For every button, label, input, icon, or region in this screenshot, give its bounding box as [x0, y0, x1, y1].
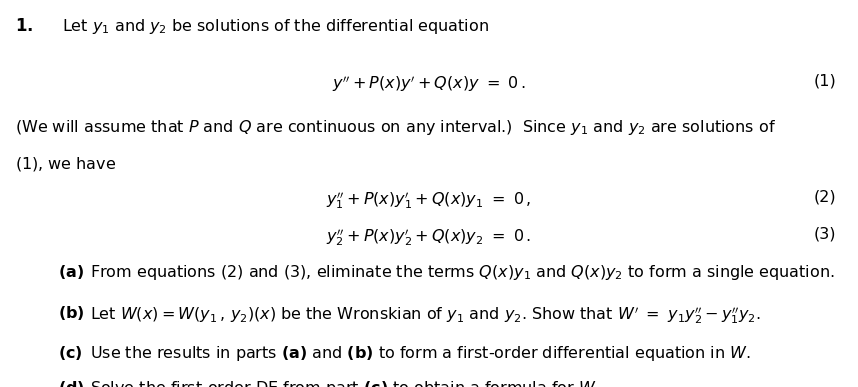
Text: $y'' + P(x)y' + Q(x)y \ = \ 0\,.$: $y'' + P(x)y' + Q(x)y \ = \ 0\,.$ — [332, 74, 526, 94]
Text: Use the results in parts $\mathbf{(a)}$ and $\mathbf{(b)}$ to form a first-order: Use the results in parts $\mathbf{(a)}$ … — [90, 344, 751, 363]
Text: $y_1'' + P(x)y_1' + Q(x)y_1 \ = \ 0\,,$: $y_1'' + P(x)y_1' + Q(x)y_1 \ = \ 0\,,$ — [326, 190, 532, 211]
Text: (1): (1) — [813, 74, 837, 89]
Text: $y_2'' + P(x)y_2' + Q(x)y_2 \ = \ 0\,.$: $y_2'' + P(x)y_2' + Q(x)y_2 \ = \ 0\,.$ — [326, 226, 532, 248]
Text: $\mathbf{(b)}$: $\mathbf{(b)}$ — [58, 304, 85, 322]
Text: Solve the first-order DE from part $\mathbf{(c)}$ to obtain a formula for $W$.: Solve the first-order DE from part $\mat… — [90, 379, 600, 387]
Text: Let $y_1$ and $y_2$ be solutions of the differential equation: Let $y_1$ and $y_2$ be solutions of the … — [62, 17, 489, 36]
Text: From equations $(2)$ and $(3)$, eliminate the terms $Q(x)y_1$ and $Q(x)y_2$ to f: From equations $(2)$ and $(3)$, eliminat… — [90, 263, 835, 282]
Text: Let $W(x) = W(y_1\,,\, y_2)(x)$ be the Wronskian of $y_1$ and $y_2$. Show that $: Let $W(x) = W(y_1\,,\, y_2)(x)$ be the W… — [90, 304, 761, 325]
Text: $\mathbf{(c)}$: $\mathbf{(c)}$ — [58, 344, 83, 363]
Text: (3): (3) — [814, 226, 837, 241]
Text: $(1)$, we have: $(1)$, we have — [15, 155, 117, 173]
Text: (2): (2) — [814, 190, 837, 205]
Text: $\mathbf{(d)}$: $\mathbf{(d)}$ — [58, 379, 85, 387]
Text: $\mathbf{(a)}$: $\mathbf{(a)}$ — [58, 263, 84, 281]
Text: (We will assume that $P$ and $Q$ are continuous on any interval.)  Since $y_1$ a: (We will assume that $P$ and $Q$ are con… — [15, 118, 776, 137]
Text: $\mathbf{1.}$: $\mathbf{1.}$ — [15, 17, 33, 36]
